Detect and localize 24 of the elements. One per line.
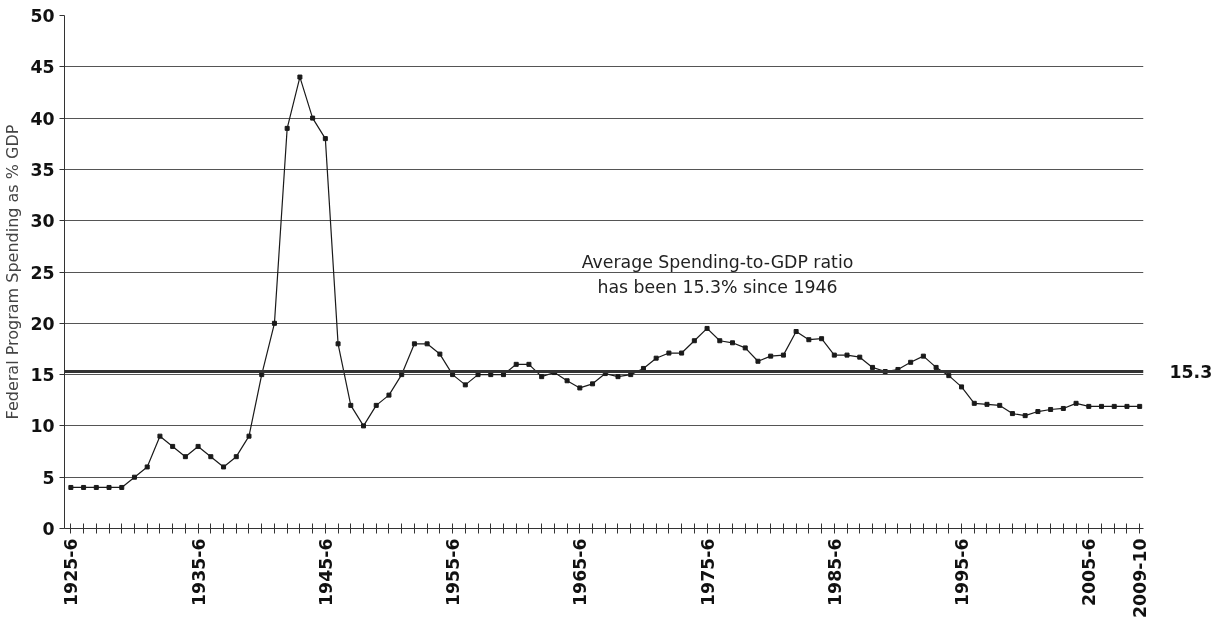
y-tick-label: 45: [30, 57, 55, 78]
y-axis-title: Federal Program Spending as % GDP: [3, 124, 23, 420]
y-tick-label: 0: [42, 519, 55, 539]
y-tick-label: 25: [30, 262, 55, 283]
annotation: Average Spending-to-GDP ratio has been 15.3% since 1946: [581, 252, 854, 297]
x-tick-label: 2009-10: [1130, 538, 1151, 619]
x-tick-label: 1975-6: [697, 538, 718, 606]
y-tick-label: 35: [30, 159, 55, 180]
x-tick-label: 2005-6: [1079, 538, 1100, 606]
x-tick-label: 1935-6: [188, 538, 209, 606]
x-tick-label: 1955-6: [443, 538, 464, 606]
y-tick-label: 5: [42, 467, 55, 488]
y-tick-label: 50: [30, 6, 55, 26]
x-tick-label: 1965-6: [570, 538, 591, 606]
x-tick-label: 1945-6: [315, 538, 336, 606]
y-tick-label: 20: [30, 313, 55, 334]
x-tick-label: 1995-6: [952, 538, 973, 606]
ref-line-label: 15.3: [1169, 362, 1213, 383]
x-tick-label: 1925-6: [61, 538, 82, 606]
y-tick-label: 30: [30, 211, 55, 232]
y-tick-label: 10: [30, 416, 55, 437]
y-tick-label: 40: [30, 108, 55, 129]
x-tick-label: 1985-6: [824, 538, 845, 606]
y-tick-label: 15: [30, 365, 55, 386]
